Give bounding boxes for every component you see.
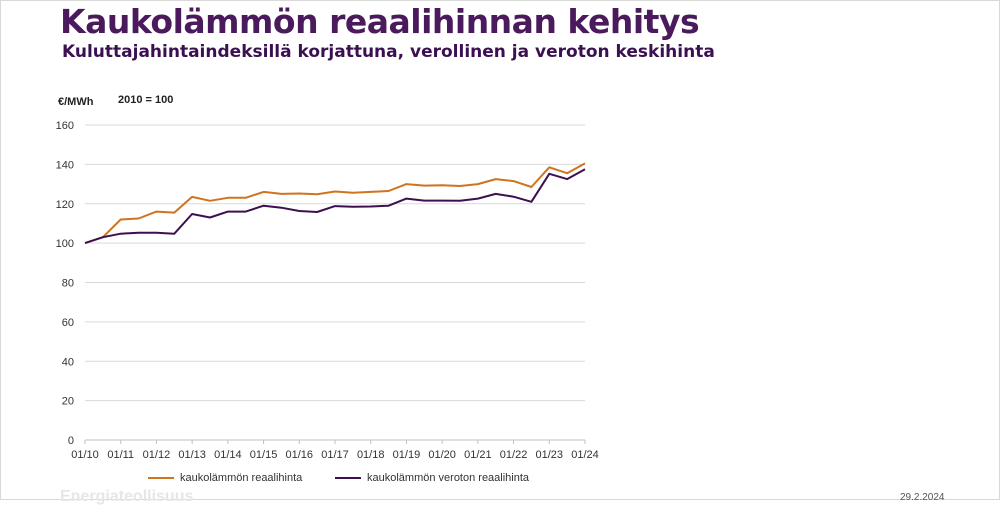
series-line-1: [84, 162, 586, 245]
x-tick-label: 01/22: [500, 449, 528, 461]
footer-date: 29.2.2024: [900, 492, 945, 503]
y-tick-label: 0: [68, 435, 74, 447]
page-subtitle: Kuluttajahintaindeksillä korjattuna, ver…: [62, 42, 715, 62]
index-base-label: 2010 = 100: [118, 94, 174, 106]
x-tick-label: 01/21: [464, 449, 492, 461]
y-tick-label: 100: [56, 238, 74, 250]
legend-label-series2: kaukolämmön veroton reaalihinta: [367, 472, 530, 484]
legend-swatch-series2: [335, 477, 361, 479]
x-tick-label: 01/24: [571, 449, 599, 461]
brand-logo-text: Energiateollisuus: [60, 488, 194, 505]
x-tick-label: 01/20: [428, 449, 456, 461]
y-tick-label: 40: [62, 356, 74, 368]
y-axis-unit-label: €/MWh: [58, 96, 94, 108]
x-tick-label: 01/13: [178, 449, 206, 461]
legend-swatch-series1: [148, 477, 174, 479]
x-tick-label: 01/10: [71, 449, 99, 461]
x-tick-label: 01/19: [393, 449, 421, 461]
y-tick-label: 140: [56, 159, 74, 171]
legend-item-series1: kaukolämmön reaalihinta: [148, 472, 302, 484]
x-tick-label: 01/15: [250, 449, 278, 461]
y-tick-label: 160: [56, 120, 74, 132]
x-tick-label: 01/17: [321, 449, 349, 461]
x-tick-label: 01/18: [357, 449, 385, 461]
y-tick-label: 20: [62, 396, 74, 408]
series-line-2: [84, 168, 586, 245]
x-tick-label: 01/14: [214, 449, 242, 461]
page-title: Kaukolämmön reaalihinnan kehitys: [60, 2, 700, 41]
x-tick-label: 01/16: [286, 449, 314, 461]
y-tick-label: 80: [62, 278, 74, 290]
x-tick-label: 01/11: [107, 449, 134, 461]
y-tick-label: 60: [62, 317, 74, 329]
legend-label-series1: kaukolämmön reaalihinta: [180, 472, 303, 484]
legend-item-series2: kaukolämmön veroton reaalihinta: [335, 472, 529, 484]
x-tick-label: 01/23: [536, 449, 564, 461]
y-tick-label: 120: [56, 199, 74, 211]
x-tick-label: 01/12: [143, 449, 171, 461]
